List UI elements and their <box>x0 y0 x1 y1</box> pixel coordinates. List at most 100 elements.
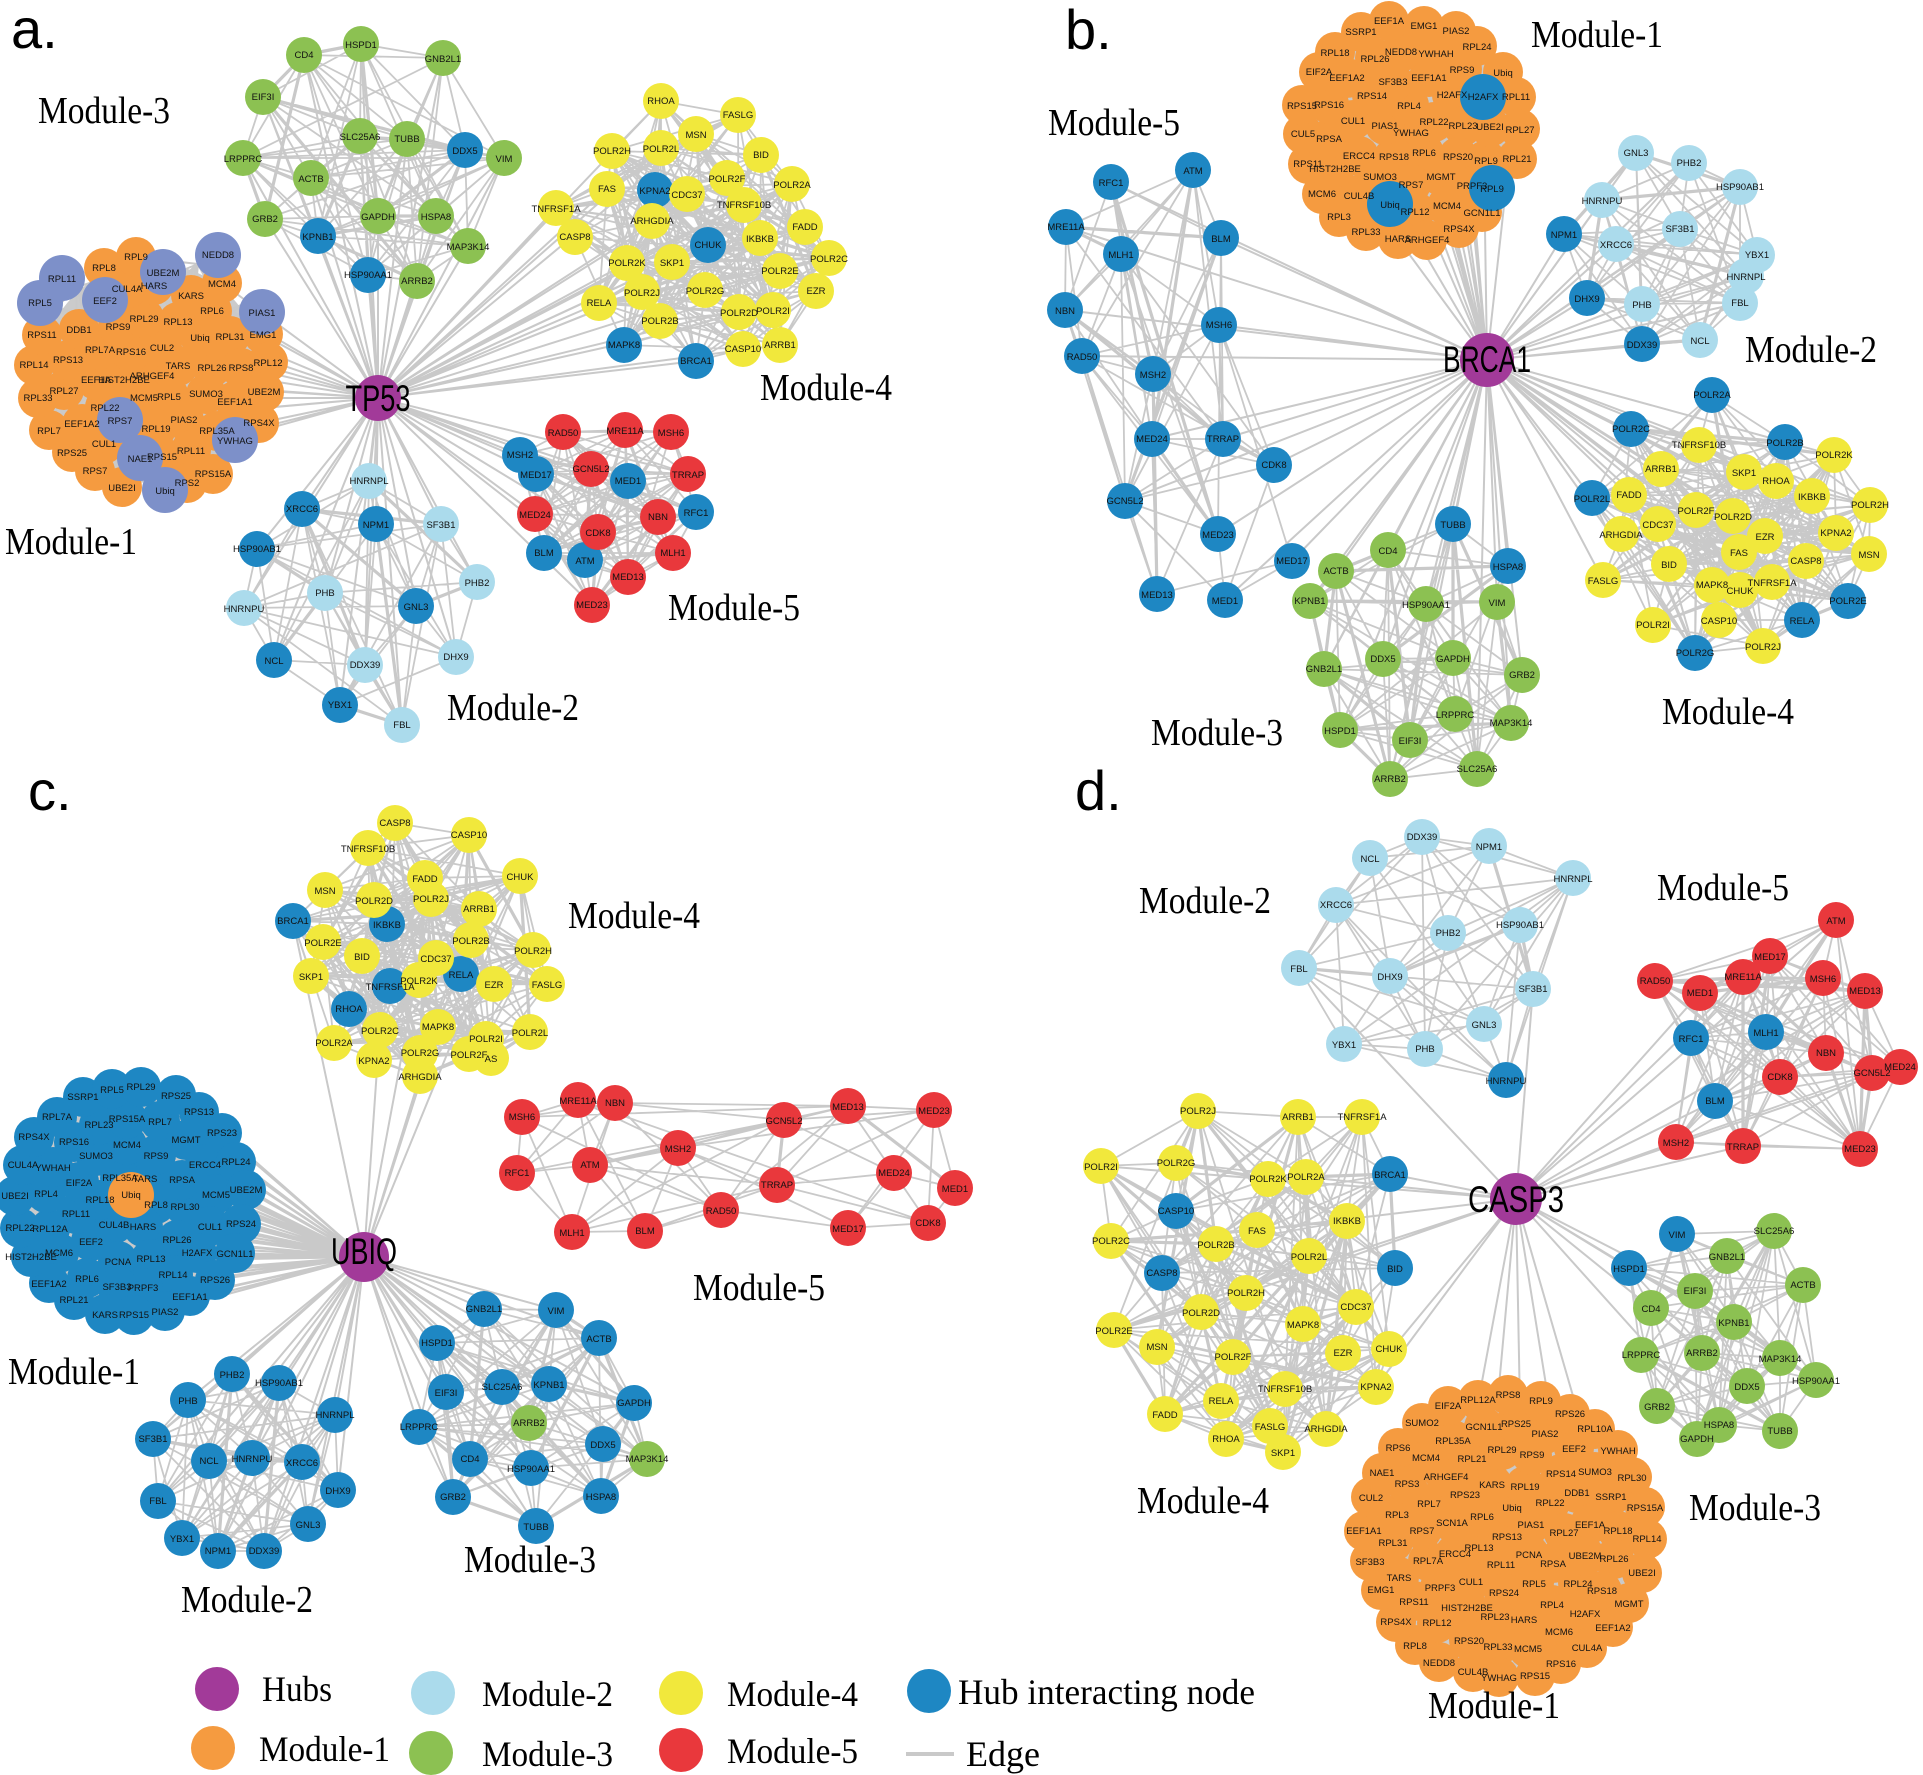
svg-text:MED17: MED17 <box>1754 952 1786 963</box>
svg-text:TNFRSF10B: TNFRSF10B <box>1258 1384 1312 1395</box>
svg-text:NEDD8: NEDD8 <box>1385 47 1417 58</box>
svg-text:GRB2: GRB2 <box>252 214 278 225</box>
svg-text:RPL13: RPL13 <box>163 317 192 328</box>
svg-text:POLR2A: POLR2A <box>773 180 811 191</box>
svg-text:Module-1: Module-1 <box>259 1729 390 1769</box>
svg-text:CHUK: CHUK <box>1727 586 1755 597</box>
svg-text:RPS15: RPS15 <box>119 1310 149 1321</box>
svg-text:RPS11: RPS11 <box>1293 159 1322 170</box>
svg-text:POLR2G: POLR2G <box>686 286 725 297</box>
svg-text:RPL12A: RPL12A <box>1460 1395 1496 1406</box>
svg-text:RPS4X: RPS4X <box>243 418 275 429</box>
svg-text:RPS15A: RPS15A <box>195 469 232 480</box>
svg-text:EMG1: EMG1 <box>250 330 277 341</box>
svg-text:PIAS2: PIAS2 <box>1532 1429 1559 1440</box>
svg-text:RPS23: RPS23 <box>207 1128 237 1139</box>
svg-text:POLR2D: POLR2D <box>1182 1308 1220 1319</box>
svg-text:POLR2J: POLR2J <box>1745 642 1781 653</box>
svg-text:GNB2L1: GNB2L1 <box>466 1304 502 1315</box>
svg-text:TRRAP: TRRAP <box>761 1180 793 1191</box>
svg-text:EIF3I: EIF3I <box>435 1388 458 1399</box>
svg-text:RHOA: RHOA <box>335 1004 363 1015</box>
svg-text:RPS15: RPS15 <box>147 452 177 463</box>
svg-text:RPS25: RPS25 <box>1501 1419 1531 1430</box>
svg-text:RPL35A: RPL35A <box>199 426 235 437</box>
svg-text:CDC37: CDC37 <box>420 954 451 965</box>
svg-text:RPS25: RPS25 <box>57 448 87 459</box>
svg-text:GAPDH: GAPDH <box>617 1398 651 1409</box>
svg-text:GCN5L2: GCN5L2 <box>573 464 610 475</box>
svg-text:TUBB: TUBB <box>394 134 419 145</box>
svg-text:LRPPRC: LRPPRC <box>1622 1350 1661 1361</box>
svg-text:CD4: CD4 <box>460 1454 479 1465</box>
svg-text:POLR2L: POLR2L <box>1574 494 1610 505</box>
svg-text:EEF1A2: EEF1A2 <box>1329 73 1364 84</box>
svg-text:TP53: TP53 <box>346 378 411 419</box>
svg-text:GRB2: GRB2 <box>440 1492 466 1503</box>
svg-text:ARHGDIA: ARHGDIA <box>1304 1424 1348 1435</box>
svg-text:MCM4: MCM4 <box>208 279 236 290</box>
svg-text:SUMO3: SUMO3 <box>1363 172 1397 183</box>
svg-text:RPL6: RPL6 <box>1470 1512 1494 1523</box>
svg-text:Ubiq: Ubiq <box>1493 68 1513 79</box>
svg-text:RPS9: RPS9 <box>1450 65 1475 76</box>
svg-text:POLR2B: POLR2B <box>1766 438 1804 449</box>
svg-text:HSP90AA1: HSP90AA1 <box>1402 600 1450 611</box>
svg-text:KPNB1: KPNB1 <box>533 1380 564 1391</box>
svg-text:TRRAP: TRRAP <box>1727 1142 1759 1153</box>
svg-text:RPS9: RPS9 <box>144 1151 169 1162</box>
svg-text:MED23: MED23 <box>1202 530 1234 541</box>
svg-text:RPL3: RPL3 <box>1385 1510 1409 1521</box>
svg-text:TNFRSF1A: TNFRSF1A <box>365 982 415 993</box>
svg-text:EEF2: EEF2 <box>1562 1444 1586 1455</box>
svg-text:RPL21: RPL21 <box>59 1295 88 1306</box>
svg-text:KPNB1: KPNB1 <box>1718 1318 1749 1329</box>
svg-text:GCN5L2: GCN5L2 <box>1854 1068 1891 1079</box>
svg-text:MED24: MED24 <box>1136 434 1168 445</box>
svg-text:GCN5L2: GCN5L2 <box>1107 496 1144 507</box>
svg-text:POLR2D: POLR2D <box>1714 512 1752 523</box>
svg-text:YWHAG: YWHAG <box>217 436 253 447</box>
svg-text:FBL: FBL <box>393 720 410 731</box>
svg-text:BRCA1: BRCA1 <box>277 916 309 927</box>
svg-text:EIF2A: EIF2A <box>66 1178 93 1189</box>
svg-text:H2AFX: H2AFX <box>1468 92 1499 103</box>
svg-text:SF3B1: SF3B1 <box>138 1434 167 1445</box>
svg-text:TRRAP: TRRAP <box>1207 434 1239 445</box>
svg-text:GNL3: GNL3 <box>404 602 429 613</box>
svg-text:RPL7: RPL7 <box>148 1117 172 1128</box>
svg-text:Ubiq: Ubiq <box>190 333 210 344</box>
svg-text:BID: BID <box>1661 560 1677 571</box>
svg-text:MCM4: MCM4 <box>1433 201 1461 212</box>
svg-text:DHX9: DHX9 <box>443 652 468 663</box>
svg-text:LRPPRC: LRPPRC <box>1436 710 1475 721</box>
svg-text:HNRNPU: HNRNPU <box>1582 196 1623 207</box>
svg-text:BRCA1: BRCA1 <box>1443 339 1531 380</box>
svg-text:RPL3: RPL3 <box>1327 212 1351 223</box>
svg-text:IKBKB: IKBKB <box>373 920 401 931</box>
svg-text:NPM1: NPM1 <box>1476 842 1502 853</box>
svg-text:BRCA1: BRCA1 <box>1374 1170 1406 1181</box>
svg-text:RPL4: RPL4 <box>1397 101 1421 112</box>
svg-text:MCM6: MCM6 <box>45 1248 73 1259</box>
svg-text:CUL4B: CUL4B <box>1458 1667 1489 1678</box>
svg-text:RPL14: RPL14 <box>158 1270 187 1281</box>
svg-text:H2AFX: H2AFX <box>182 1248 213 1259</box>
svg-text:RPL6: RPL6 <box>75 1274 99 1285</box>
svg-text:CUL4B: CUL4B <box>1344 191 1375 202</box>
svg-text:CASP8: CASP8 <box>379 818 410 829</box>
svg-text:EEF1A1: EEF1A1 <box>172 1292 207 1303</box>
svg-text:MCM4: MCM4 <box>1412 1453 1440 1464</box>
svg-text:DDX5: DDX5 <box>590 1440 615 1451</box>
svg-text:Module-5: Module-5 <box>1048 102 1180 144</box>
svg-text:RPL11: RPL11 <box>1502 92 1530 103</box>
svg-text:SF3B1: SF3B1 <box>1665 224 1694 235</box>
svg-text:RPL5: RPL5 <box>28 298 52 309</box>
svg-text:POLR2C: POLR2C <box>1612 424 1650 435</box>
svg-text:MED1: MED1 <box>942 1184 968 1195</box>
svg-text:RPL6: RPL6 <box>1412 148 1436 159</box>
svg-text:SLC25A6: SLC25A6 <box>1457 764 1498 775</box>
svg-text:RAD50: RAD50 <box>1067 352 1098 363</box>
svg-text:BLM: BLM <box>1211 234 1231 245</box>
svg-text:FBL: FBL <box>149 1496 166 1507</box>
